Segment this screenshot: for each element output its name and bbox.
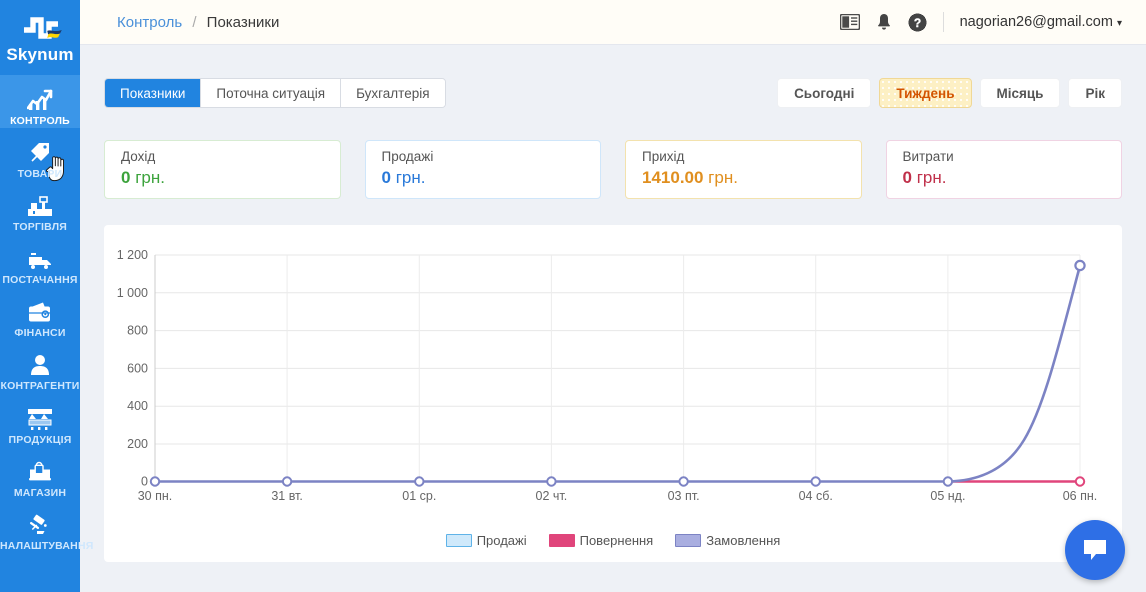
- svg-text:?: ?: [914, 16, 921, 30]
- svg-text:200: 200: [127, 437, 148, 451]
- svg-text:30 пн.: 30 пн.: [138, 489, 173, 503]
- svg-text:600: 600: [127, 361, 148, 375]
- svg-text:1 000: 1 000: [117, 286, 148, 300]
- svg-text:05 нд.: 05 нд.: [930, 489, 965, 503]
- svg-text:03 пт.: 03 пт.: [668, 489, 700, 503]
- svg-text:0: 0: [141, 475, 148, 489]
- svg-text:02 чт.: 02 чт.: [536, 489, 568, 503]
- svg-text:01 ср.: 01 ср.: [402, 489, 436, 503]
- svg-text:1 200: 1 200: [117, 248, 148, 262]
- svg-text:400: 400: [127, 399, 148, 413]
- svg-text:04 сб.: 04 сб.: [799, 489, 833, 503]
- svg-text:06 пн.: 06 пн.: [1063, 489, 1098, 503]
- svg-text:31 вт.: 31 вт.: [271, 489, 303, 503]
- svg-text:800: 800: [127, 324, 148, 338]
